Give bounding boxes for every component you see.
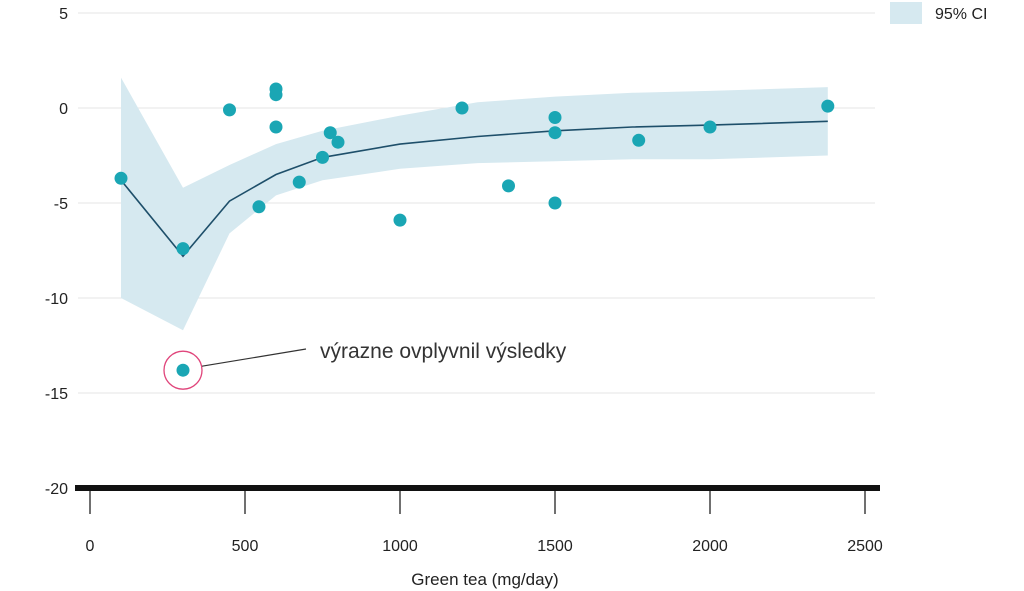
legend-swatch-ci [890, 2, 922, 24]
x-tick-label: 1000 [382, 538, 418, 555]
annotation-text: výrazne ovplyvnil výsledky [320, 340, 567, 363]
data-point [548, 111, 562, 124]
highlight-ring [163, 350, 203, 390]
data-point [292, 175, 306, 189]
data-point [269, 88, 283, 102]
data-point [176, 242, 190, 256]
highlighted-point [176, 363, 190, 377]
y-tick-label: -10 [45, 291, 68, 308]
fit-line [120, 120, 828, 258]
y-tick-label: -20 [45, 481, 68, 498]
x-axis-title: Green tea (mg/day) [411, 570, 558, 589]
data-point [269, 120, 283, 134]
data-point [632, 133, 646, 147]
data-point [252, 200, 266, 214]
data-point [548, 126, 562, 140]
data-point [331, 135, 345, 149]
data-point [821, 99, 835, 113]
data-point [316, 150, 329, 164]
y-tick-label: -15 [45, 386, 68, 403]
data-point [548, 196, 562, 210]
legend-label-ci: 95% CI [935, 6, 987, 23]
x-tick-label: 0 [86, 538, 95, 555]
x-axis: 0 500 1000 1500 2000 2500 [75, 485, 883, 555]
legend: 95% CI [890, 2, 987, 24]
x-tick-label: 500 [232, 538, 259, 555]
annotation-connector [201, 348, 307, 367]
y-tick-label: -5 [54, 196, 68, 213]
x-tick-label: 1500 [537, 538, 573, 555]
y-tick-label: 5 [59, 6, 68, 23]
data-point [393, 213, 407, 227]
data-point [223, 103, 236, 117]
data-points [114, 82, 835, 256]
data-point [703, 120, 717, 134]
x-tick-label: 2500 [847, 538, 883, 555]
data-point [114, 171, 128, 185]
highlighted-outlier [163, 348, 307, 390]
x-tick-label: 2000 [692, 538, 728, 555]
ci-band [121, 77, 828, 331]
data-point [323, 126, 337, 140]
y-axis: 5 0 -5 -10 -15 -20 [45, 6, 68, 498]
data-point [502, 179, 515, 193]
y-tick-label: 0 [59, 101, 68, 118]
data-point [455, 101, 469, 115]
